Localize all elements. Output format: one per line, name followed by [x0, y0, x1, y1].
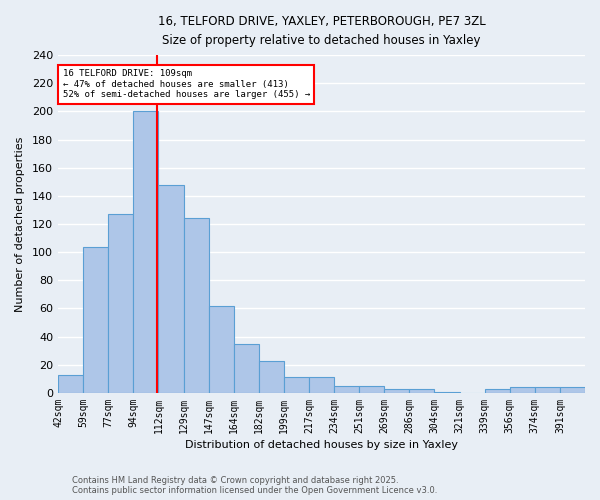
Bar — [83, 246, 108, 393]
Bar — [158, 184, 184, 393]
Text: 16 TELFORD DRIVE: 109sqm
← 47% of detached houses are smaller (413)
52% of semi-: 16 TELFORD DRIVE: 109sqm ← 47% of detach… — [62, 69, 310, 99]
Bar — [334, 386, 359, 393]
Bar — [209, 306, 234, 393]
Bar — [434, 392, 460, 393]
Bar — [284, 378, 309, 393]
Bar — [58, 374, 83, 393]
X-axis label: Distribution of detached houses by size in Yaxley: Distribution of detached houses by size … — [185, 440, 458, 450]
Bar — [535, 388, 560, 393]
Bar — [384, 388, 409, 393]
Bar — [409, 388, 434, 393]
Bar — [309, 378, 334, 393]
Bar — [108, 214, 133, 393]
Bar — [510, 388, 535, 393]
Title: 16, TELFORD DRIVE, YAXLEY, PETERBOROUGH, PE7 3ZL
Size of property relative to de: 16, TELFORD DRIVE, YAXLEY, PETERBOROUGH,… — [158, 15, 485, 47]
Bar — [259, 360, 284, 393]
Bar — [234, 344, 259, 393]
Bar — [184, 218, 209, 393]
Bar — [560, 388, 585, 393]
Y-axis label: Number of detached properties: Number of detached properties — [15, 136, 25, 312]
Bar — [133, 112, 158, 393]
Bar — [485, 388, 510, 393]
Bar — [359, 386, 384, 393]
Text: Contains HM Land Registry data © Crown copyright and database right 2025.
Contai: Contains HM Land Registry data © Crown c… — [72, 476, 437, 495]
